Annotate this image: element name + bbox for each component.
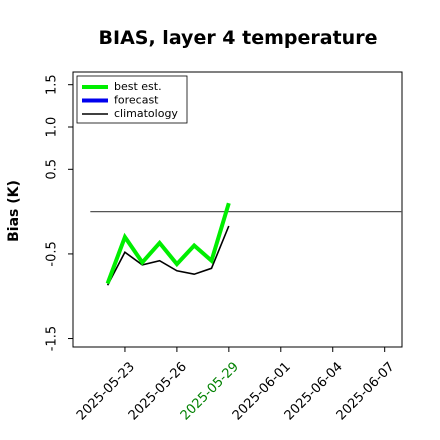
y-tick-label: -1.5 [45,326,60,351]
chart-title: BIAS, layer 4 temperature [99,27,378,49]
y-tick-label: 0.5 [45,159,60,180]
series-line-climatology [106,225,230,286]
y-tick-label: 1.5 [45,74,60,95]
series-line-best-est [105,202,231,285]
y-tick-label: 1.0 [45,117,60,138]
legend-label: climatology [114,107,178,120]
legend-label: best est. [114,80,162,93]
series-layer [105,202,231,286]
x-axis-ticks: 2025-05-232025-05-262025-05-292025-06-01… [74,347,398,423]
y-tick-label: -0.5 [45,241,60,266]
legend-label: forecast [114,94,159,107]
y-axis-ticks: -1.5 -0.5 0.5 1.0 1.5 [45,74,73,351]
y-axis-label: Bias (K) [6,180,22,242]
plot-frame [72,71,403,348]
